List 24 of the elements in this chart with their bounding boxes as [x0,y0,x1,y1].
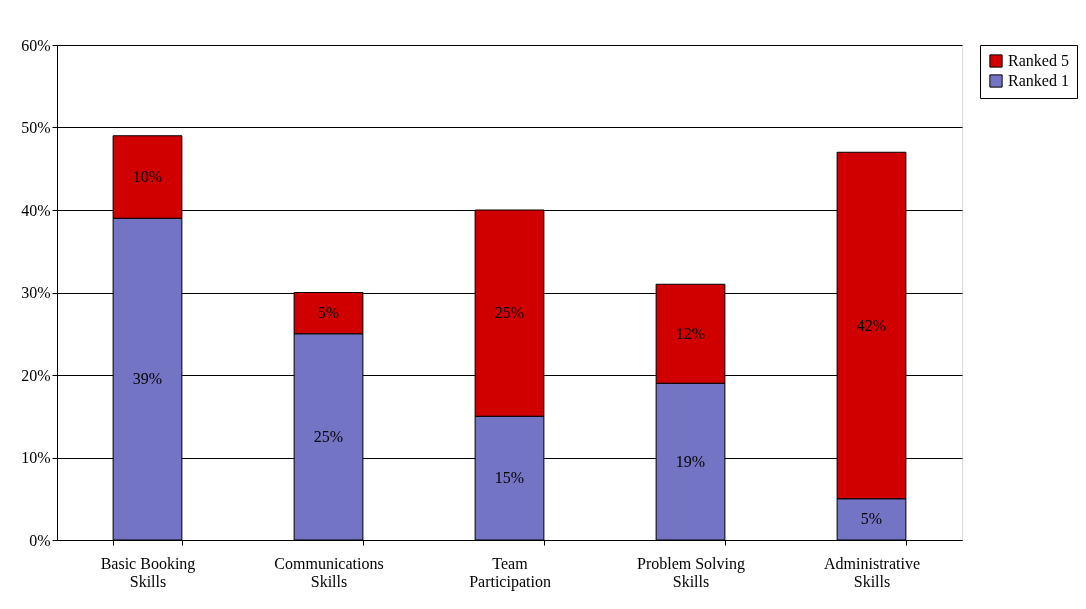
x-tick-label: Administrative Skills [824,554,920,590]
x-tick-label: Communications Skills [274,554,384,590]
data-label: 42% [856,316,887,334]
data-label: 10% [132,168,163,185]
x-tick-label: Basic Booking Skills [100,554,196,590]
data-label: 25% [494,304,525,322]
data-label: 5% [860,510,883,528]
y-tick-label: 40% [21,201,51,219]
y-tick-label: 10% [21,449,51,466]
data-label: 39% [132,370,163,388]
y-tick-label: 60% [21,36,51,54]
y-tick-label: 0% [29,531,51,549]
data-label: 25% [313,427,344,445]
data-label: 12% [675,324,706,342]
data-label: 15% [494,469,525,487]
y-tick-label: 30% [21,284,51,301]
data-label: 19% [675,452,706,470]
data-label: 5% [317,304,340,322]
legend-label: Ranked 5 [1008,52,1069,69]
y-tick-label: 50% [21,119,51,136]
y-tick-label: 20% [21,366,51,384]
x-tick-label: Problem Solving Skills [636,554,746,590]
x-tick-label: Team Participation [469,554,551,591]
legend-label: Ranked 1 [1008,72,1069,89]
